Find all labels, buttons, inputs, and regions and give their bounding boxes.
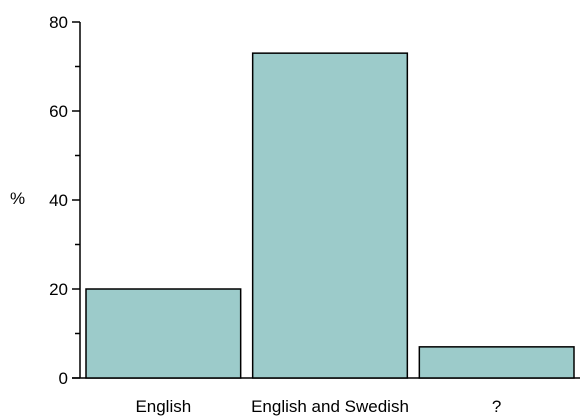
y-tick-label: 40 xyxy=(49,191,68,210)
y-tick-label: 20 xyxy=(49,280,68,299)
x-tick-label: English and Swedish xyxy=(251,397,409,416)
category-labels: English English and Swedish? xyxy=(135,397,501,416)
y-axis-label: % xyxy=(10,189,25,208)
y-axis-ticks: 0 20 40 60 80 xyxy=(49,13,80,388)
y-tick-label: 80 xyxy=(49,13,68,32)
bars xyxy=(85,52,575,379)
x-tick-label: ? xyxy=(492,397,501,416)
y-tick-label: 60 xyxy=(49,102,68,121)
x-tick-label: English xyxy=(135,397,191,416)
bar-1 xyxy=(251,52,409,379)
bar-0 xyxy=(85,288,242,379)
bar-2 xyxy=(418,346,575,379)
y-tick-label: 0 xyxy=(59,369,68,388)
